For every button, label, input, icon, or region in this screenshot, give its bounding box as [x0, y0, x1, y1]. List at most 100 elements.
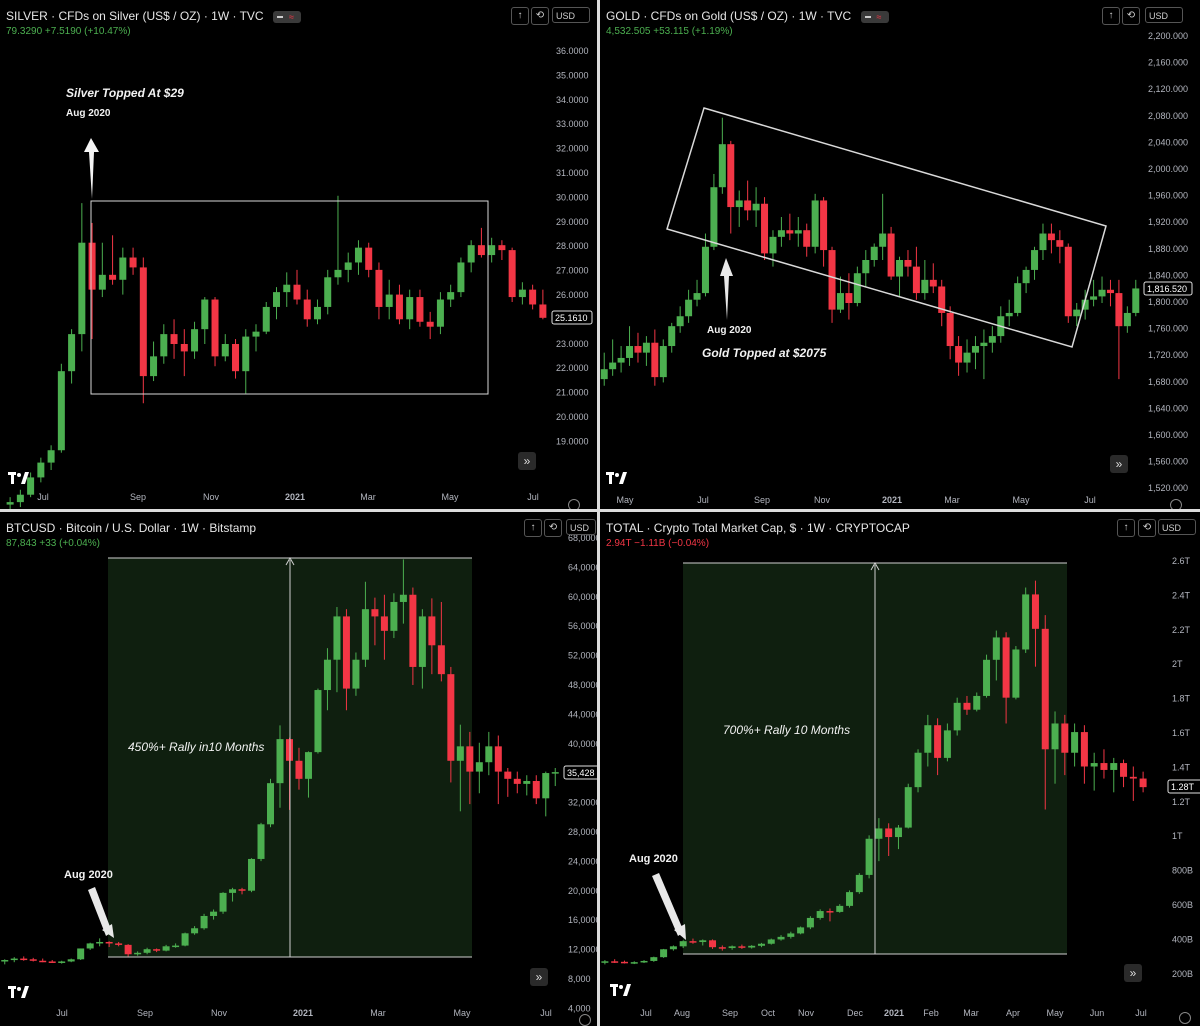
- gear-icon[interactable]: [1179, 1012, 1191, 1024]
- indicator-badge[interactable]: ≈: [860, 10, 889, 23]
- silver-chart-panel[interactable]: 36.0000 35.0000 34.0000 33.0000 32.0000 31.00…: [0, 0, 597, 509]
- replay-icon[interactable]: ⟲: [544, 519, 562, 537]
- total-symbol-title[interactable]: TOTAL · Crypto Total Market Cap, $ · 1W …: [606, 521, 910, 535]
- btc-candle-body: [1, 960, 9, 962]
- gold-candle-body: [701, 246, 709, 294]
- silver-candle-body: [211, 299, 219, 357]
- gold-time-axis-label: May: [1012, 495, 1030, 505]
- total-candle-body: [767, 939, 775, 944]
- btc-candle-body: [371, 609, 379, 617]
- silver-candle-body: [508, 250, 516, 298]
- gold-price-axis-label: 1,640.000: [1148, 403, 1188, 413]
- replay-icon[interactable]: ⟲: [1138, 519, 1156, 537]
- silver-plot-area[interactable]: 36.0000 35.0000 34.0000 33.0000 32.0000 31.00…: [0, 0, 597, 509]
- btc-plot-area[interactable]: 68,0000 64,0000 60,0000 56,0000 52,0000 48,00…: [0, 512, 597, 1026]
- total-price-change: 2.94T −1.11B (−0.04%): [606, 538, 710, 549]
- total-pointer-arrow: [652, 873, 684, 936]
- scroll-to-realtime-button[interactable]: »: [530, 968, 548, 986]
- silver-price-axis-label: 20.0000: [556, 412, 589, 422]
- gold-candle-body: [862, 260, 870, 274]
- gold-candle-body: [1005, 312, 1013, 317]
- arrow-up-icon[interactable]: ↑: [1117, 519, 1135, 537]
- btc-candle-body: [229, 889, 237, 893]
- replay-icon[interactable]: ⟲: [531, 7, 549, 25]
- gold-candle-body: [1106, 289, 1114, 294]
- gold-candle-body: [828, 250, 836, 310]
- total-plot-area[interactable]: 2.6T 2.4T 2.2T 2T 1.8T 1.6T 1.4T 1.2T 1T 800B 600B…: [600, 512, 1200, 1026]
- silver-price-axis-label: 36.0000: [556, 46, 589, 56]
- silver-date-annotation: Aug 2020: [66, 108, 111, 119]
- gold-candle-body: [963, 352, 971, 363]
- btc-time-axis-label: Sep: [137, 1008, 153, 1018]
- total-candle-body: [855, 874, 863, 893]
- silver-price-axis-label: 35.0000: [556, 70, 589, 80]
- gold-candle-body: [820, 200, 828, 251]
- gold-candle-body: [735, 200, 743, 208]
- gold-candle-body: [659, 346, 667, 378]
- arrow-up-icon[interactable]: ↑: [524, 519, 542, 537]
- total-candle-body: [836, 905, 844, 912]
- gear-icon[interactable]: [568, 499, 580, 509]
- gold-symbol-title[interactable]: GOLD · CFDs on Gold (US$ / OZ) · 1W · TV…: [606, 9, 889, 23]
- gold-price-axis-label: 2,000.000: [1148, 164, 1188, 174]
- gold-candle-body: [980, 342, 988, 347]
- gear-icon[interactable]: [579, 1014, 591, 1026]
- total-candle-body: [865, 838, 873, 875]
- silver-price-tag-box: [551, 310, 593, 325]
- total-candle-body: [875, 828, 883, 839]
- btc-price-axis-label: 40,0000: [568, 739, 597, 749]
- total-candle-body: [1002, 637, 1010, 698]
- total-time-axis-label: Jul: [1135, 1008, 1147, 1018]
- silver-candle-body: [98, 274, 106, 290]
- silver-symbol-title[interactable]: SILVER · CFDs on Silver (US$ / OZ) · 1W …: [6, 9, 301, 23]
- gold-candle-body: [676, 316, 684, 327]
- gold-candle-body: [946, 312, 954, 347]
- btc-candle-body: [352, 659, 360, 689]
- currency-selector[interactable]: USD: [1158, 519, 1196, 535]
- total-candle-body: [992, 637, 1000, 660]
- btc-price-change: 87,843 +33 (+0.04%): [6, 538, 100, 549]
- gold-plot-area[interactable]: 2,200.000 2,160.000 2,120.000 2,080.000 2,04…: [600, 0, 1200, 509]
- gear-icon[interactable]: [1170, 499, 1182, 509]
- scroll-to-realtime-button[interactable]: »: [1110, 455, 1128, 473]
- gold-candle-body: [803, 230, 811, 247]
- gold-candle-body: [710, 187, 718, 247]
- replay-icon[interactable]: ⟲: [1122, 7, 1140, 25]
- silver-candle-body: [488, 245, 496, 256]
- total-candle-body: [1090, 763, 1098, 767]
- indicator-badge[interactable]: ≈: [272, 10, 301, 23]
- gold-candle-body: [845, 293, 853, 304]
- gold-chart-panel[interactable]: 2,200.000 2,160.000 2,120.000 2,080.000 2,04…: [600, 0, 1200, 509]
- total-candle-body: [914, 752, 922, 788]
- currency-selector[interactable]: USD: [552, 7, 590, 23]
- gold-candle-body: [668, 326, 676, 347]
- silver-candle-body: [170, 334, 178, 344]
- btc-candle-body: [10, 958, 18, 961]
- silver-price-axis-label: 23.0000: [556, 339, 589, 349]
- total-rally-annotation: 700%+ Rally 10 Months: [723, 723, 851, 737]
- silver-candle-body: [139, 267, 147, 377]
- gold-price-axis-label: 1,880.000: [1148, 244, 1188, 254]
- btc-candle-body: [304, 752, 312, 779]
- btc-time-axis-label: May: [453, 1008, 471, 1018]
- gold-candle-body: [912, 266, 920, 294]
- btc-candle-body: [238, 889, 246, 891]
- arrow-up-icon[interactable]: ↑: [1102, 7, 1120, 25]
- btc-price-tag-box: [563, 765, 597, 780]
- scroll-to-realtime-button[interactable]: »: [1124, 964, 1142, 982]
- currency-selector[interactable]: USD: [1145, 7, 1183, 23]
- currency-selector[interactable]: USD: [566, 519, 596, 535]
- silver-candle-body: [68, 334, 76, 372]
- btc-candle-body: [437, 645, 445, 675]
- total-candle-body: [1110, 763, 1118, 770]
- gold-candle-body: [1047, 233, 1055, 241]
- total-candle-body: [611, 961, 619, 963]
- scroll-to-realtime-button[interactable]: »: [518, 452, 536, 470]
- btc-chart-panel[interactable]: 68,0000 64,0000 60,0000 56,0000 52,0000 48,00…: [0, 512, 597, 1026]
- total-price-axis-label: 1T: [1172, 831, 1183, 841]
- silver-price-axis-label: 30.0000: [556, 192, 589, 202]
- arrow-up-icon[interactable]: ↑: [511, 7, 529, 25]
- btc-symbol-title[interactable]: BTCUSD · Bitcoin / U.S. Dollar · 1W · Bi…: [6, 521, 256, 535]
- silver-price-tag: 25.1610: [555, 313, 588, 323]
- total-chart-panel[interactable]: 2.6T 2.4T 2.2T 2T 1.8T 1.6T 1.4T 1.2T 1T 800B 600B…: [600, 512, 1200, 1026]
